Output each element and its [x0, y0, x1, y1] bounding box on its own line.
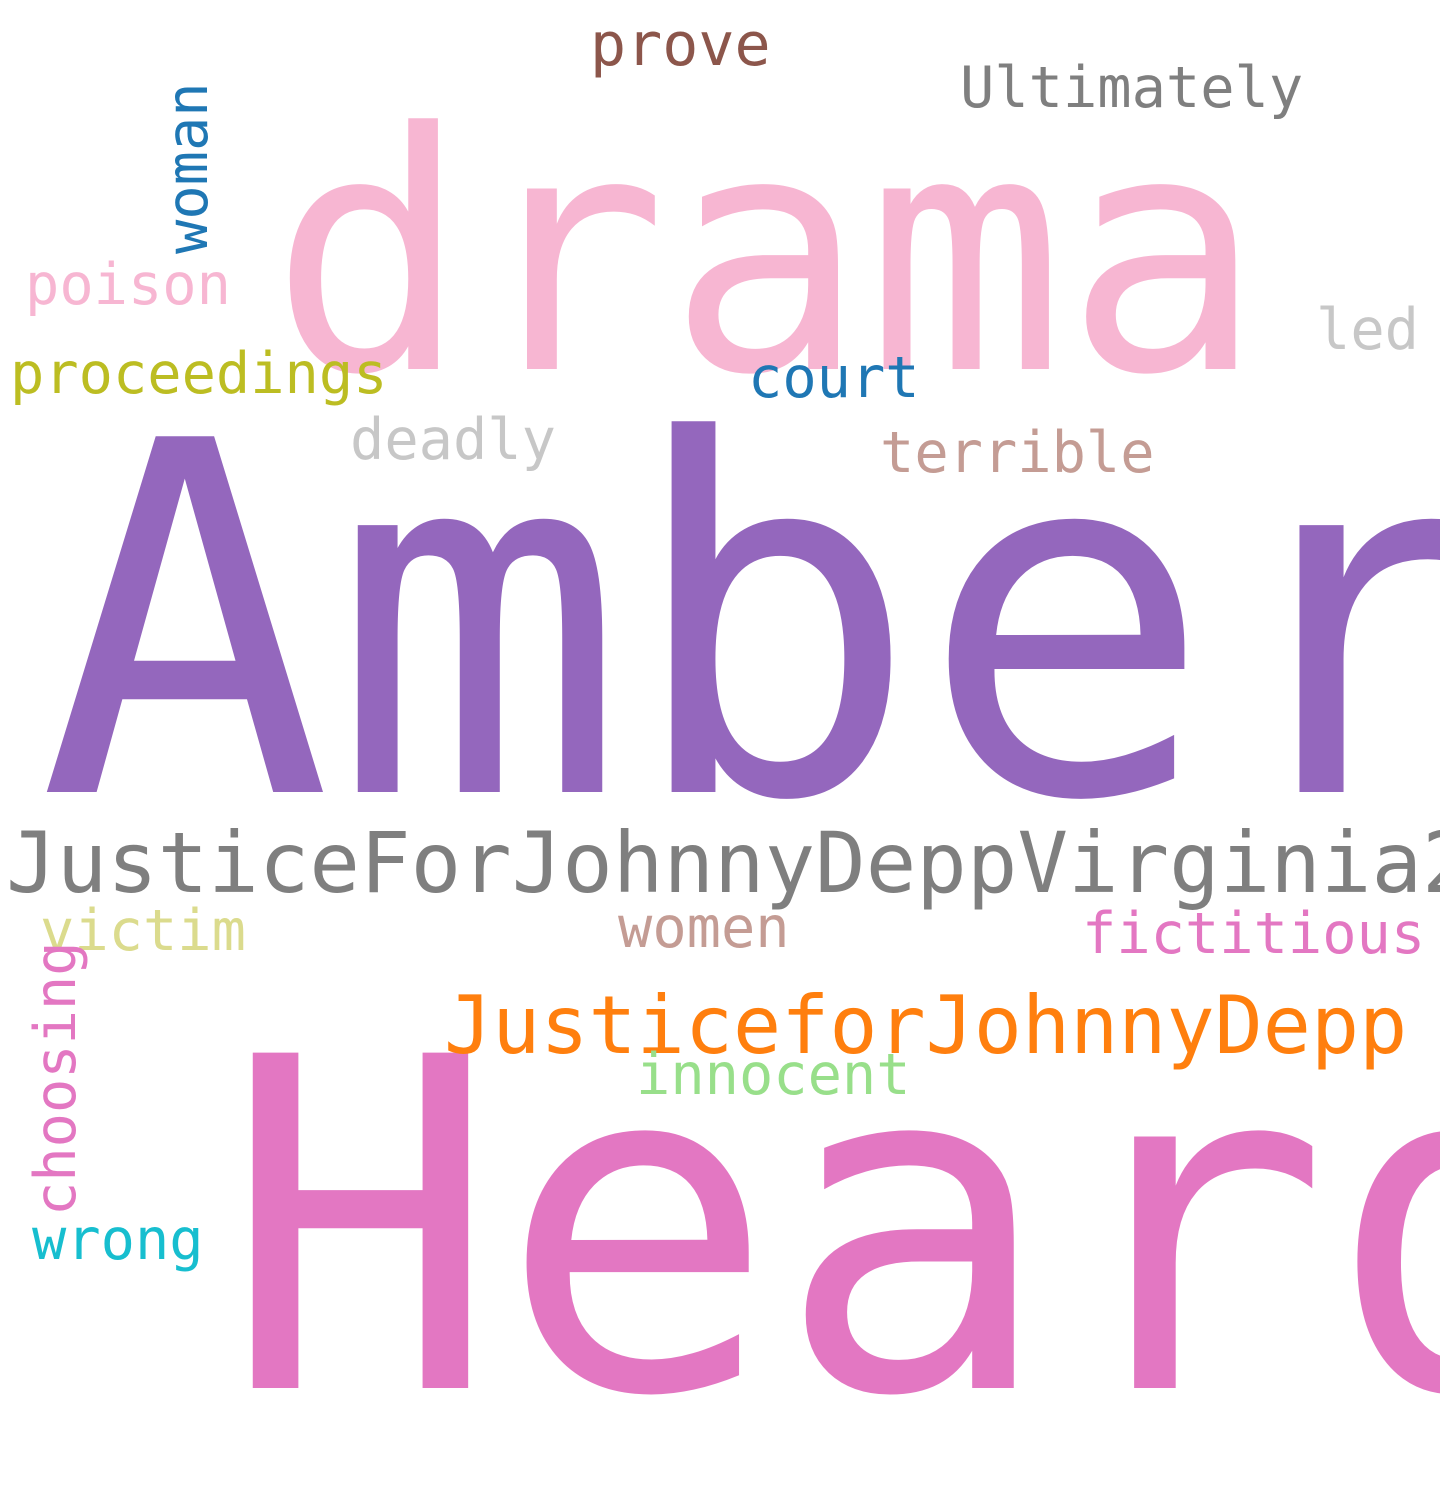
word-poison: poison — [25, 252, 231, 318]
word-prove: prove — [590, 10, 771, 80]
word-wrong: wrong — [32, 1207, 204, 1273]
word-choosing: choosing — [23, 941, 89, 1216]
word-deadly: deadly — [350, 407, 556, 473]
word-court: court — [748, 345, 920, 411]
word-ultimately: Ultimately — [960, 55, 1304, 121]
word-proceedings: proceedings — [10, 341, 388, 407]
word-amber: Amber — [38, 340, 1440, 908]
word-victim: victim — [40, 898, 246, 964]
word-women: women — [618, 895, 790, 961]
word-drama: drama — [270, 63, 1264, 447]
word-led: led — [1316, 297, 1419, 363]
word-fictitious: fictitious — [1082, 901, 1426, 967]
word-innocent: innocent — [636, 1042, 911, 1108]
word-woman: woman — [155, 82, 221, 254]
word-terrible: terrible — [880, 420, 1155, 486]
word-justiceforjohnnydepp: JusticeforJohnnyDepp — [444, 979, 1408, 1072]
word-justiceforjohnnydeppvirginia2022: JusticeForJohnnyDeppVirginia2022 — [6, 814, 1440, 912]
